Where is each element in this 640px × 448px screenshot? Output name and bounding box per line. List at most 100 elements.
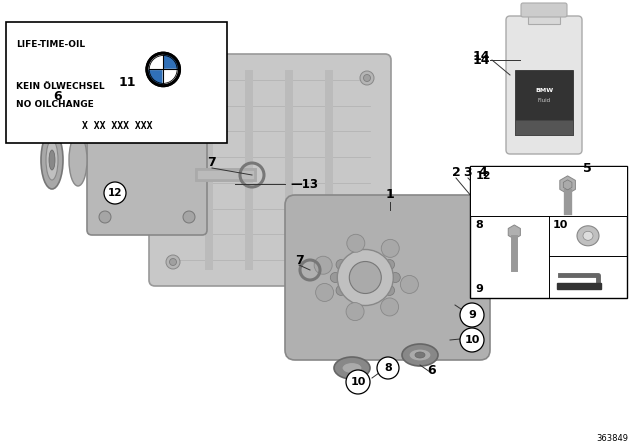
Circle shape xyxy=(99,127,111,139)
Ellipse shape xyxy=(509,235,523,285)
FancyBboxPatch shape xyxy=(285,195,490,360)
FancyBboxPatch shape xyxy=(87,115,207,235)
Bar xyxy=(515,70,573,135)
Circle shape xyxy=(369,252,380,262)
Text: 12: 12 xyxy=(108,188,122,198)
Circle shape xyxy=(349,262,381,293)
Text: LIFE-TIME-OIL: LIFE-TIME-OIL xyxy=(17,40,86,49)
Text: 5: 5 xyxy=(582,161,591,175)
Bar xyxy=(325,70,333,270)
Circle shape xyxy=(377,357,399,379)
Text: 10: 10 xyxy=(464,335,480,345)
Text: —13: —13 xyxy=(290,177,318,190)
Ellipse shape xyxy=(491,234,505,286)
Ellipse shape xyxy=(334,357,370,379)
Bar xyxy=(205,70,213,270)
Circle shape xyxy=(385,285,395,295)
Polygon shape xyxy=(149,56,163,69)
Text: 3: 3 xyxy=(464,165,472,178)
Circle shape xyxy=(146,52,180,86)
Circle shape xyxy=(149,56,177,83)
FancyBboxPatch shape xyxy=(506,16,582,154)
Bar xyxy=(515,120,573,135)
Ellipse shape xyxy=(69,134,87,186)
Circle shape xyxy=(336,285,346,295)
Ellipse shape xyxy=(583,231,593,240)
Text: 11: 11 xyxy=(118,76,136,89)
Bar xyxy=(245,70,253,270)
Circle shape xyxy=(460,328,484,352)
Ellipse shape xyxy=(41,131,63,189)
Text: 8: 8 xyxy=(384,363,392,373)
Text: NO OILCHANGE: NO OILCHANGE xyxy=(17,100,94,109)
Ellipse shape xyxy=(577,226,599,246)
Text: BMW: BMW xyxy=(535,87,553,92)
Circle shape xyxy=(381,298,399,316)
Text: 7: 7 xyxy=(207,155,216,168)
Ellipse shape xyxy=(415,352,425,358)
Circle shape xyxy=(104,182,126,204)
Circle shape xyxy=(351,252,361,262)
Circle shape xyxy=(347,234,365,252)
Ellipse shape xyxy=(46,140,58,180)
Bar xyxy=(470,166,627,298)
Circle shape xyxy=(390,272,400,283)
Circle shape xyxy=(460,303,484,327)
Text: 4: 4 xyxy=(479,165,488,178)
Circle shape xyxy=(385,259,395,270)
Text: 6: 6 xyxy=(428,363,436,376)
Bar xyxy=(285,70,293,270)
Circle shape xyxy=(314,256,332,274)
Circle shape xyxy=(364,258,371,266)
Circle shape xyxy=(369,293,380,303)
Ellipse shape xyxy=(553,239,575,281)
Polygon shape xyxy=(163,56,177,69)
Ellipse shape xyxy=(529,245,536,275)
Circle shape xyxy=(401,276,419,293)
Ellipse shape xyxy=(49,150,55,170)
Text: 8: 8 xyxy=(476,220,483,230)
Circle shape xyxy=(316,284,333,302)
Ellipse shape xyxy=(402,344,438,366)
Circle shape xyxy=(381,239,399,257)
Text: 10: 10 xyxy=(350,377,365,387)
Text: 7: 7 xyxy=(294,254,303,267)
Circle shape xyxy=(360,71,374,85)
Text: KEIN ÖLWECHSEL: KEIN ÖLWECHSEL xyxy=(17,82,105,91)
Bar xyxy=(6,22,227,143)
Text: 14: 14 xyxy=(472,53,490,66)
Circle shape xyxy=(346,302,364,321)
Text: 14: 14 xyxy=(472,49,490,63)
Polygon shape xyxy=(163,69,177,83)
Text: 363849: 363849 xyxy=(596,434,628,443)
FancyBboxPatch shape xyxy=(521,3,567,17)
Circle shape xyxy=(346,370,370,394)
Text: 2: 2 xyxy=(452,165,460,178)
Text: X XX XXX XXX: X XX XXX XXX xyxy=(81,121,152,131)
Text: 10: 10 xyxy=(553,220,568,230)
Circle shape xyxy=(554,250,574,270)
Circle shape xyxy=(360,255,374,269)
Ellipse shape xyxy=(512,243,520,277)
Bar xyxy=(470,166,627,216)
Text: 1: 1 xyxy=(386,189,394,202)
Circle shape xyxy=(351,293,361,303)
Circle shape xyxy=(166,71,180,85)
Ellipse shape xyxy=(409,349,431,361)
Circle shape xyxy=(183,211,195,223)
Text: 9: 9 xyxy=(476,284,483,294)
Circle shape xyxy=(99,211,111,223)
Ellipse shape xyxy=(494,242,502,278)
Circle shape xyxy=(170,258,177,266)
Circle shape xyxy=(330,272,340,283)
Circle shape xyxy=(337,250,394,306)
Circle shape xyxy=(576,254,588,266)
Ellipse shape xyxy=(526,238,538,282)
Circle shape xyxy=(336,259,346,270)
Polygon shape xyxy=(149,69,163,83)
Circle shape xyxy=(183,127,195,139)
Text: 9: 9 xyxy=(468,310,476,320)
Text: 12: 12 xyxy=(476,171,491,181)
Circle shape xyxy=(170,74,177,82)
Circle shape xyxy=(166,255,180,269)
